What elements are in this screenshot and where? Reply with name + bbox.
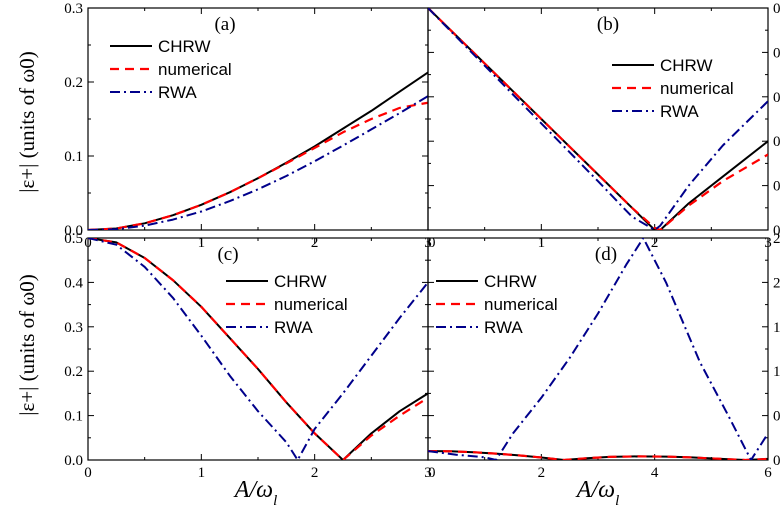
legend-label-numerical: numerical <box>274 295 348 314</box>
legend: CHRW numerical RWA <box>110 37 232 102</box>
legend-label-rwa: RWA <box>158 83 197 102</box>
series-line-rwa <box>428 8 768 230</box>
legend-label-rwa: RWA <box>274 318 313 337</box>
x-tick-label: 2 <box>311 465 319 481</box>
svg-text:A/ωl: A/ωl <box>575 477 619 509</box>
y-tick-label: 1.0 <box>773 364 780 380</box>
series-line-chrw <box>428 8 768 230</box>
plot-frame <box>87 7 429 231</box>
y-tick-label: 0.3 <box>64 320 83 336</box>
x-axis-label-right: A/ωl <box>575 477 619 509</box>
x-tick-label: 4 <box>651 465 659 481</box>
legend-label-chrw: CHRW <box>158 37 211 56</box>
legend: CHRW numerical RWA <box>612 56 734 121</box>
y-tick-label: 0.1 <box>64 149 83 165</box>
x-tick-label: 0 <box>428 465 436 481</box>
series-line-numerical <box>88 101 428 230</box>
svg-text:A/ωl: A/ωl <box>233 477 277 509</box>
x-tick-label: 1 <box>198 465 206 481</box>
x-axis-label-left: A/ωl <box>233 477 277 509</box>
legend-label-rwa: RWA <box>484 318 523 337</box>
panel-3: 0 2 4 60.0 0.5 1.0 1.5 2.0 2.5 (d) CHRW numerical RW… <box>427 231 780 481</box>
plot-frame <box>427 237 769 461</box>
y-tick-label: 2.0 <box>773 275 780 291</box>
y-tick-label: 0.4 <box>773 45 780 61</box>
panel-1: 01230.00.10.20.30.40.5(b)CHRWnumericalRW… <box>427 1 780 251</box>
y-tick-label: 0.3 <box>64 1 83 17</box>
panel-label: (d) <box>595 244 617 265</box>
x-tick-label: 6 <box>764 465 772 481</box>
legend-label-chrw: CHRW <box>484 272 537 291</box>
y-tick-label: 0.0 <box>773 453 780 469</box>
y-tick-label: 0.3 <box>773 90 780 106</box>
y-tick-label: 0.5 <box>773 409 780 425</box>
series-line-rwa <box>88 238 428 460</box>
plot-frame <box>427 7 769 231</box>
legend-label-chrw: CHRW <box>274 272 327 291</box>
x-tick-label: 2 <box>538 465 546 481</box>
series-line-rwa <box>88 95 428 230</box>
panel-label: (b) <box>597 14 619 35</box>
series-line-numerical <box>428 8 768 230</box>
legend-label-rwa: RWA <box>660 102 699 121</box>
legend-label-numerical: numerical <box>484 295 558 314</box>
panel-2: 0 1 2 3 0.0 0.1 0.2 0.3 0.4 0.5 (c) CHRW numerical RW… <box>64 231 432 481</box>
y-tick-label: 0.0 <box>773 223 780 239</box>
series-line-rwa <box>428 238 768 460</box>
y-tick-label: 2.5 <box>773 231 780 247</box>
x-tick-label: 0 <box>84 465 92 481</box>
y-axis-label-top: |ε+| (units of ω0) <box>15 51 39 192</box>
y-tick-label: 0.5 <box>773 1 780 17</box>
y-tick-label: 0.2 <box>773 134 780 150</box>
y-axis-label-bottom: |ε+| (units of ω0) <box>15 274 39 415</box>
x-tick-label: 0 <box>428 235 436 251</box>
series-line-numerical <box>88 238 428 460</box>
y-tick-label: 0.4 <box>64 275 83 291</box>
x-tick-label: 3 <box>424 465 432 481</box>
legend-label-chrw: CHRW <box>660 56 713 75</box>
y-tick-label: 0.5 <box>64 231 83 247</box>
panel-label: (a) <box>214 14 235 35</box>
y-tick-label: 0.1 <box>64 409 83 425</box>
y-tick-label: 1.5 <box>773 320 780 336</box>
legend-label-numerical: numerical <box>158 60 232 79</box>
y-tick-label: 0.0 <box>64 453 83 469</box>
legend: CHRW numerical RWA <box>436 272 558 337</box>
panel-label: (c) <box>217 244 238 265</box>
legend: CHRW numerical RWA <box>226 272 348 337</box>
y-tick-label: 0.2 <box>64 364 83 380</box>
y-tick-label: 0.2 <box>64 75 83 91</box>
series-line-numerical <box>428 450 768 460</box>
legend-label-numerical: numerical <box>660 79 734 98</box>
series-line-chrw <box>88 71 428 230</box>
y-tick-label: 0.1 <box>773 179 780 195</box>
y-tick-label: 0.0 <box>64 223 83 239</box>
